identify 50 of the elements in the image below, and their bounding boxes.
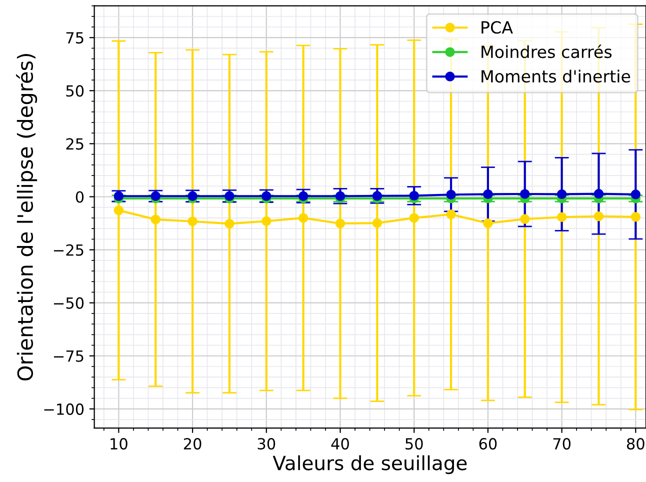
- x-tick-label: 20: [184, 438, 202, 450]
- point: [409, 190, 419, 201]
- point: [630, 190, 641, 200]
- point: [483, 189, 493, 200]
- point: [298, 213, 308, 223]
- y-tick-label: 25: [66, 138, 84, 150]
- x-tick-label: 50: [406, 438, 423, 450]
- point: [556, 189, 567, 200]
- x-tick-label: 80: [626, 438, 644, 450]
- point: [594, 188, 604, 199]
- point: [335, 191, 346, 201]
- legend-label: PCA: [482, 21, 513, 34]
- point: [630, 212, 641, 222]
- point: [262, 191, 272, 201]
- point: [446, 190, 456, 200]
- point: [446, 209, 456, 220]
- point: [483, 218, 493, 228]
- x-axis-title: Valeurs de seuillage: [272, 455, 467, 474]
- point: [335, 218, 346, 228]
- point: [372, 191, 382, 201]
- x-tick-label: 30: [258, 438, 276, 450]
- point: [188, 216, 198, 226]
- x-tick-label: 10: [110, 438, 128, 450]
- point: [188, 191, 198, 201]
- point: [224, 191, 234, 201]
- legend-label: Moments d'inertie: [482, 70, 630, 83]
- point: [150, 214, 160, 224]
- point: [298, 191, 308, 201]
- y-tick-label: 75: [66, 32, 84, 44]
- point: [150, 191, 160, 201]
- point: [556, 212, 567, 222]
- point: [114, 205, 124, 216]
- y-tick-label: −100: [44, 403, 84, 415]
- y-tick-label: −50: [54, 297, 84, 309]
- point: [520, 189, 530, 199]
- y-tick-label: 0: [76, 191, 84, 203]
- point: [409, 213, 419, 223]
- point: [262, 216, 272, 226]
- point: [520, 214, 530, 224]
- y-axis-title: Orientation de l'ellipse (degrés): [16, 54, 38, 380]
- x-tick-label: 70: [553, 438, 571, 450]
- y-tick-label: −75: [54, 350, 84, 362]
- point: [594, 211, 604, 222]
- point: [372, 218, 382, 228]
- x-tick-label: 40: [331, 438, 349, 450]
- y-tick-label: 50: [66, 85, 84, 97]
- legend-label: Moindres carrés: [482, 44, 612, 58]
- point: [224, 218, 234, 229]
- y-tick-label: −25: [54, 244, 84, 256]
- x-tick-label: 60: [479, 438, 497, 450]
